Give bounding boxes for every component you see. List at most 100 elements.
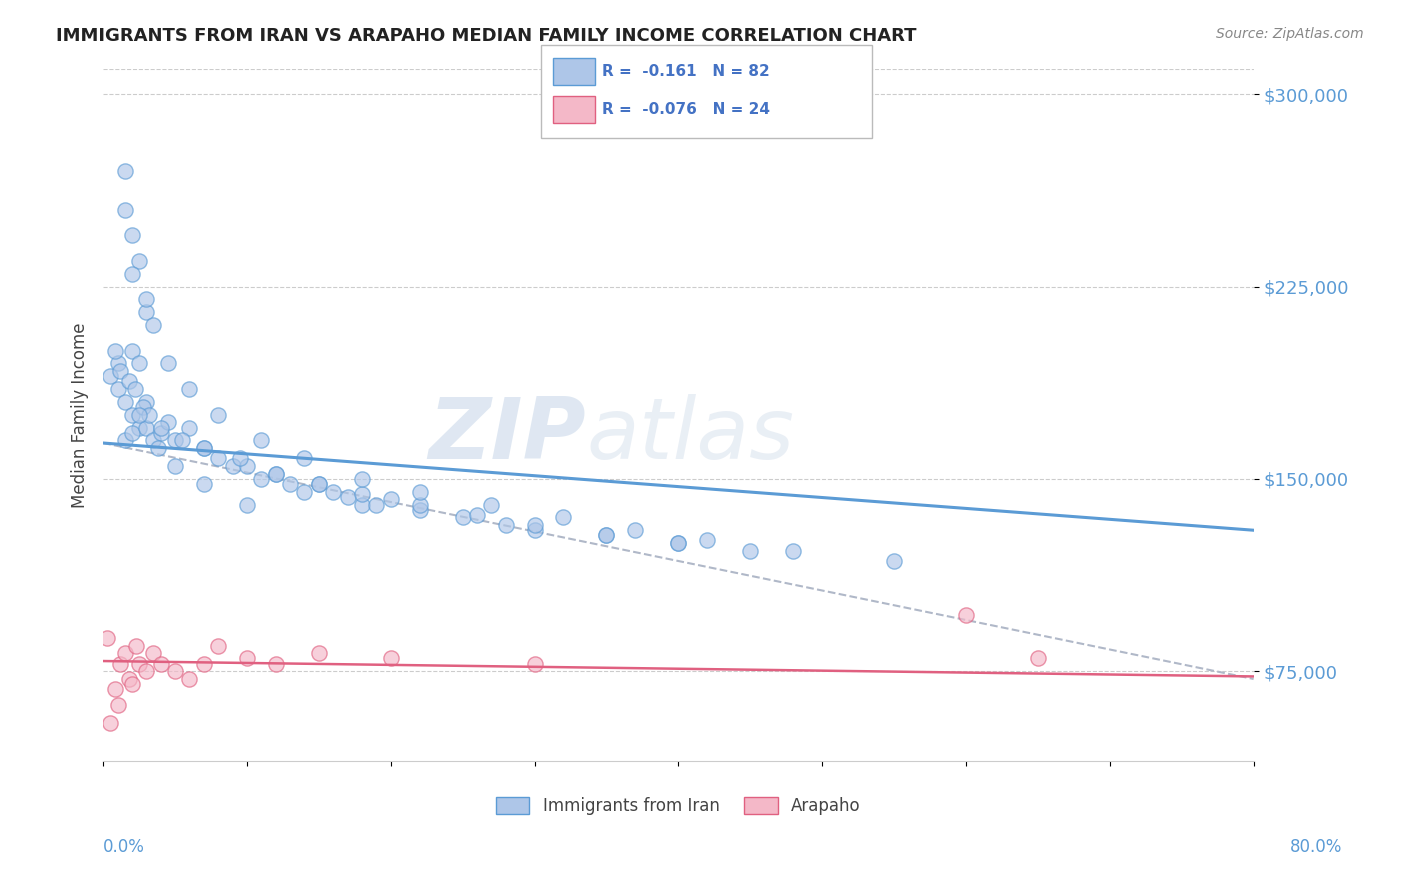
Point (294, 451, 316, 466)
Point (128, 657, 150, 671)
Point (193, 477, 215, 491)
Point (110, 657, 132, 671)
Point (308, 477, 330, 491)
Point (451, 510, 474, 524)
Point (264, 467, 287, 481)
Point (163, 665, 186, 679)
Point (104, 343, 127, 358)
Point (121, 267, 143, 281)
Point (114, 202, 136, 217)
Point (236, 651, 259, 665)
Point (128, 408, 150, 422)
Point (883, 554, 905, 568)
Point (179, 672, 201, 686)
Point (523, 657, 546, 671)
Text: IMMIGRANTS FROM IRAN VS ARAPAHO MEDIAN FAMILY INCOME CORRELATION CHART: IMMIGRANTS FROM IRAN VS ARAPAHO MEDIAN F… (56, 27, 917, 45)
Point (121, 228, 143, 243)
Point (408, 484, 430, 499)
Point (114, 646, 136, 660)
Point (98, 715, 121, 730)
Point (114, 395, 136, 409)
Point (128, 420, 150, 434)
Point (135, 420, 157, 434)
Text: 80.0%: 80.0% (1291, 838, 1343, 856)
Point (740, 543, 762, 558)
Point (380, 492, 402, 507)
Point (149, 657, 172, 671)
Point (96, 631, 118, 645)
Point (146, 441, 169, 455)
Point (229, 451, 252, 466)
Point (624, 523, 647, 537)
Point (250, 434, 273, 448)
Point (156, 416, 179, 430)
Point (595, 528, 617, 542)
Point (250, 472, 273, 486)
Point (118, 375, 141, 389)
Point (350, 487, 373, 501)
Point (114, 164, 136, 178)
Point (221, 459, 243, 474)
Point (408, 502, 430, 516)
Point (142, 434, 165, 448)
Point (294, 484, 316, 499)
Point (110, 364, 132, 378)
Point (121, 408, 143, 422)
Point (207, 451, 229, 466)
Point (523, 518, 546, 533)
Point (107, 382, 129, 396)
Point (193, 441, 215, 455)
Text: atlas: atlas (586, 394, 794, 477)
Point (264, 467, 287, 481)
Point (138, 408, 160, 422)
Text: Source: ZipAtlas.com: Source: ZipAtlas.com (1216, 27, 1364, 41)
Point (142, 318, 165, 332)
Point (156, 357, 179, 371)
Point (236, 498, 259, 512)
Point (264, 657, 287, 671)
Point (465, 508, 488, 522)
Point (336, 490, 359, 504)
Point (350, 498, 373, 512)
Point (236, 459, 259, 474)
Point (207, 639, 229, 653)
Point (380, 651, 402, 665)
Point (666, 536, 689, 550)
Point (135, 293, 157, 307)
Point (149, 420, 172, 434)
Point (125, 639, 148, 653)
Point (278, 477, 301, 491)
Point (163, 434, 186, 448)
Point (121, 343, 143, 358)
Point (142, 646, 165, 660)
Point (696, 533, 718, 548)
Point (322, 484, 344, 499)
Text: R =  -0.076   N = 24: R = -0.076 N = 24 (602, 103, 769, 117)
Point (595, 528, 617, 542)
Point (135, 395, 157, 409)
Point (118, 672, 141, 686)
Point (308, 477, 330, 491)
Point (193, 657, 215, 671)
Text: R =  -0.161   N = 82: R = -0.161 N = 82 (602, 64, 769, 78)
Point (179, 382, 201, 396)
Point (350, 472, 373, 486)
Point (179, 420, 201, 434)
Point (128, 253, 150, 268)
Y-axis label: Median Family Income: Median Family Income (72, 322, 89, 508)
Point (308, 646, 330, 660)
Point (135, 305, 157, 319)
Point (128, 357, 150, 371)
Point (553, 510, 575, 524)
Point (366, 498, 388, 512)
Point (121, 425, 143, 440)
Point (107, 357, 129, 371)
Point (666, 536, 689, 550)
Point (408, 498, 430, 512)
Point (207, 408, 229, 422)
Point (782, 543, 804, 558)
Point (104, 682, 127, 697)
Point (193, 441, 215, 455)
Point (523, 523, 546, 537)
Point (149, 425, 172, 440)
